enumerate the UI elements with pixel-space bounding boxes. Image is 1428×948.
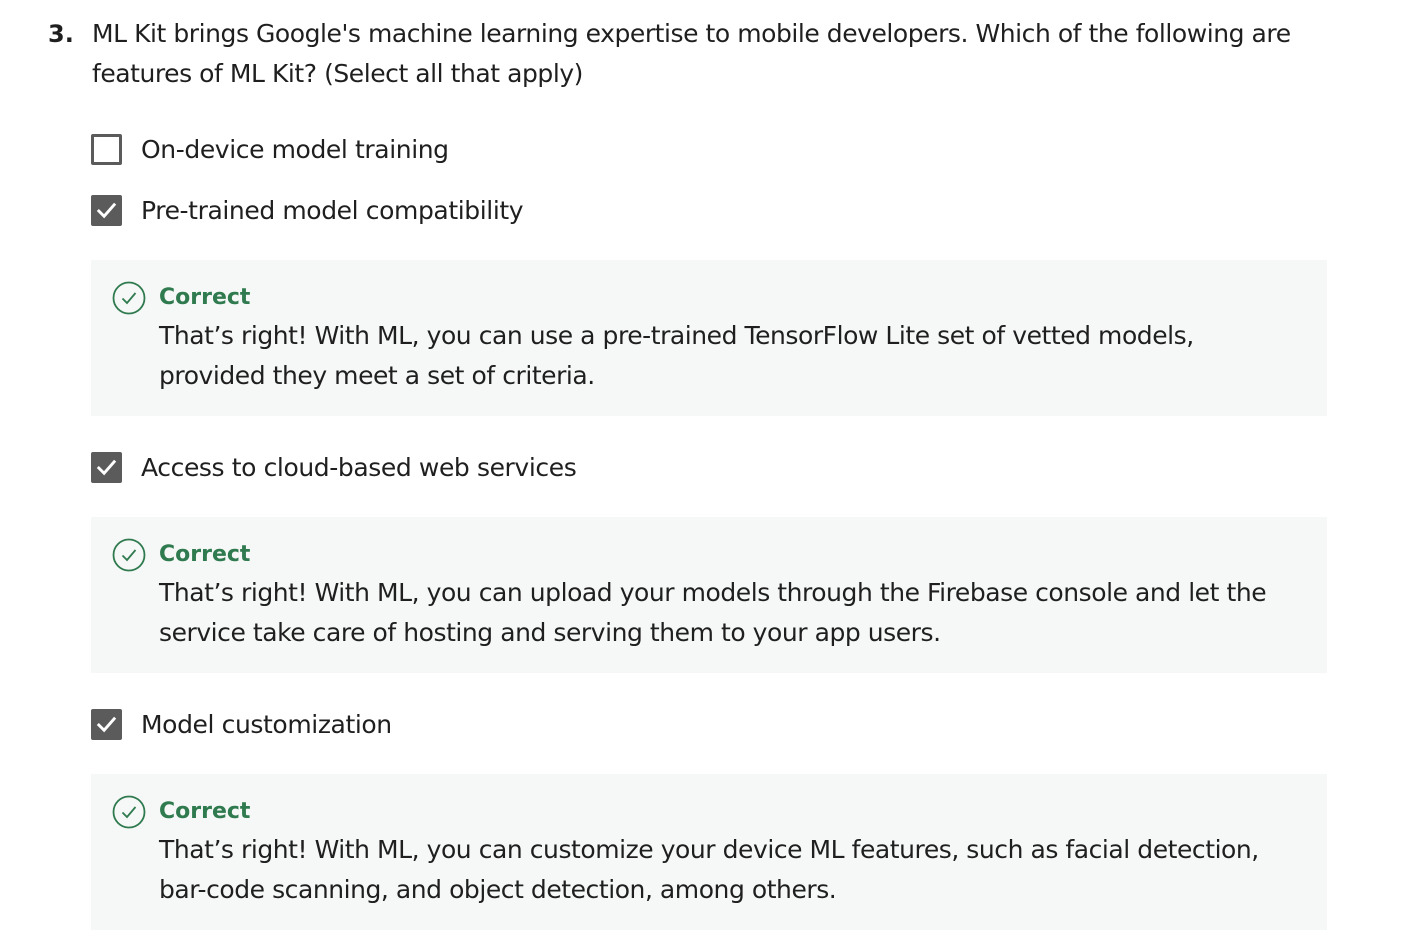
checkbox-checked[interactable] bbox=[91, 452, 122, 483]
option-model-customization[interactable]: Model customization bbox=[91, 694, 1327, 755]
feedback-panel: Correct That’s right! With ML, you can u… bbox=[91, 260, 1327, 416]
feedback-title: Correct bbox=[159, 542, 251, 567]
feedback-title: Correct bbox=[159, 285, 251, 310]
feedback-text: That’s right! With ML, you can use a pre… bbox=[159, 321, 1194, 390]
option-cloud-web-services[interactable]: Access to cloud-based web services bbox=[91, 437, 1327, 498]
check-circle-icon bbox=[112, 795, 146, 829]
question-header: 3. ML Kit brings Google's machine learni… bbox=[0, 14, 1378, 94]
option-pretrained-compatibility[interactable]: Pre-trained model compatibility bbox=[91, 180, 1327, 241]
checkbox-checked[interactable] bbox=[91, 195, 122, 226]
feedback-panel: Correct That’s right! With ML, you can u… bbox=[91, 517, 1327, 673]
feedback-title: Correct bbox=[159, 799, 251, 824]
option-label: Access to cloud-based web services bbox=[141, 453, 577, 482]
checkbox-unchecked[interactable] bbox=[91, 134, 122, 165]
option-label: On-device model training bbox=[141, 135, 449, 164]
check-circle-icon bbox=[112, 538, 146, 572]
option-on-device-training[interactable]: On-device model training bbox=[91, 119, 1327, 180]
checkmark-icon bbox=[96, 716, 117, 733]
checkbox-checked[interactable] bbox=[91, 709, 122, 740]
check-circle-icon bbox=[112, 281, 146, 315]
question-number: 3. bbox=[48, 20, 74, 48]
feedback-panel: Correct That’s right! With ML, you can c… bbox=[91, 774, 1327, 930]
options-list: On-device model training Pre-trained mod… bbox=[91, 119, 1327, 930]
feedback-text: That’s right! With ML, you can upload yo… bbox=[159, 578, 1267, 647]
option-label: Pre-trained model compatibility bbox=[141, 196, 524, 225]
question-text: ML Kit brings Google's machine learning … bbox=[92, 19, 1291, 88]
checkmark-icon bbox=[96, 202, 117, 219]
feedback-text: That’s right! With ML, you can customize… bbox=[159, 835, 1259, 904]
checkmark-icon bbox=[96, 459, 117, 476]
option-label: Model customization bbox=[141, 710, 392, 739]
